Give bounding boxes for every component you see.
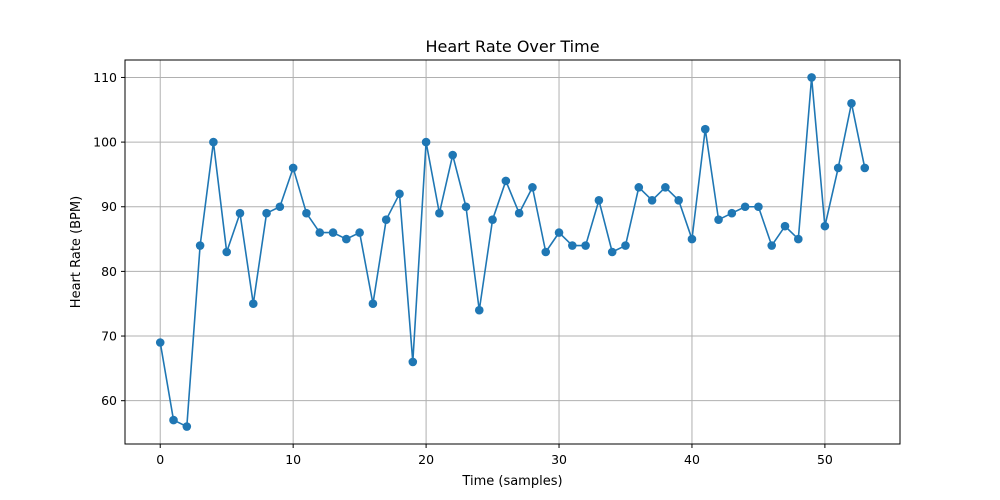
x-tick-label: 50 [817,452,833,467]
data-point [302,208,311,218]
data-point [714,215,723,224]
data-point [155,338,165,347]
data-point [421,137,431,147]
data-point [568,241,577,250]
data-point [474,305,484,315]
data-point [381,215,391,224]
data-point [262,208,271,218]
chart-title: Heart Rate Over Time [425,37,599,56]
data-point [222,247,231,257]
data-point [647,195,657,205]
data-point [448,150,457,160]
x-tick-label: 40 [684,452,700,467]
x-axis: 0 10 20 30 40 50 [156,444,833,467]
data-point [860,163,870,173]
x-tick-label: 10 [285,452,301,467]
y-axis-label: Heart Rate (BPM) [69,196,84,308]
data-point [833,163,843,173]
data-point [767,241,777,250]
data-point [554,228,564,237]
y-tick-label: 70 [101,329,117,344]
data-point [528,183,537,192]
data-point [288,163,298,173]
x-axis-label: Time (samples) [461,474,562,489]
data-point [780,221,790,231]
data-point [700,124,710,134]
data-point [541,247,551,257]
data-point [514,208,524,218]
data-point [169,415,178,425]
data-point [209,137,218,147]
series-layer [155,73,870,431]
data-point [674,195,683,205]
data-point [807,73,816,82]
data-point [687,234,697,244]
data-point [368,299,378,309]
data-point [248,299,258,309]
x-tick-label: 20 [418,452,434,467]
data-point [275,202,285,212]
data-point [634,183,644,192]
data-point [461,202,471,212]
data-point [820,221,830,231]
data-point [847,99,856,108]
data-point [740,202,750,212]
data-point [621,241,630,250]
grid [125,60,900,444]
data-point [315,228,325,237]
y-tick-label: 110 [93,70,117,85]
y-axis: 60 70 80 90 100 110 [93,70,125,408]
data-point [235,208,245,218]
y-tick-label: 60 [101,393,117,408]
data-point [355,228,364,237]
data-point [328,228,338,237]
data-point [195,241,205,250]
data-point [182,422,192,431]
plot-frame [124,59,901,445]
data-point [581,241,590,250]
data-point [794,234,803,244]
data-point [594,195,604,205]
data-point [395,189,404,199]
y-tick-label: 100 [93,135,117,150]
data-point [408,357,418,367]
data-point [754,202,763,212]
data-point [607,247,617,257]
data-point [661,183,670,192]
data-point [727,208,737,218]
y-tick-label: 80 [101,264,117,279]
data-point [488,215,497,224]
data-point [435,208,444,218]
data-point [342,234,351,244]
x-tick-label: 0 [156,452,164,467]
data-point [501,176,511,186]
x-tick-label: 30 [551,452,567,467]
y-tick-label: 90 [101,199,117,214]
